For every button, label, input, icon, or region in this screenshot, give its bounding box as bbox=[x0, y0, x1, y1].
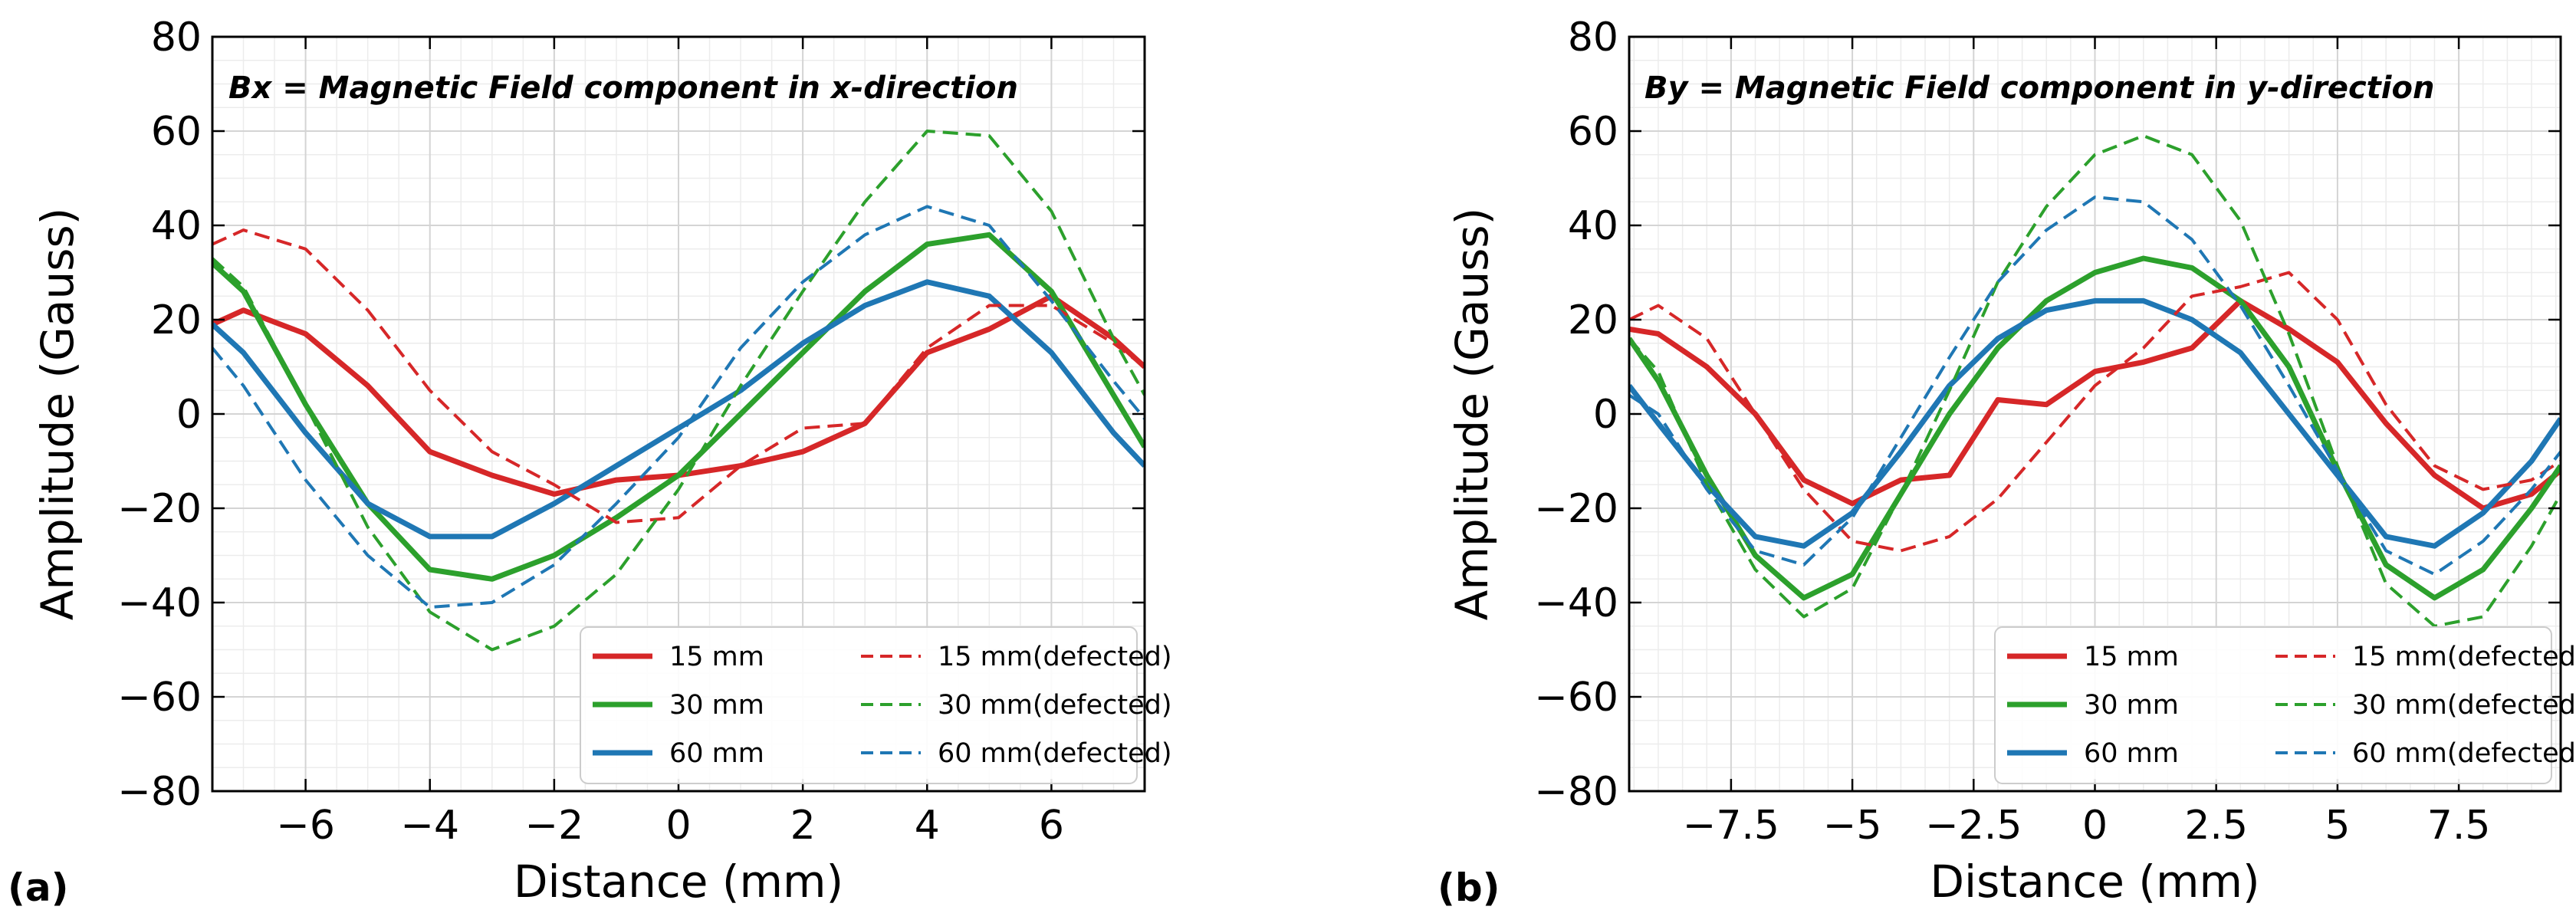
chart-panel-b: −7.5 −5 −2.5 0 2.5 5 7.5 −80 −60 −40 −20 0 20 40 60 80 D… bbox=[1438, 15, 2576, 910]
x-tick-label: −5 bbox=[1823, 803, 1882, 849]
legend-label: 60 mm bbox=[2084, 738, 2179, 769]
legend-label: 15 mm bbox=[2084, 642, 2179, 672]
legend: 15 mm 15 mm(defected) 30 mm 30 mm(defected)… bbox=[580, 626, 1171, 784]
x-tick-label: 2 bbox=[790, 803, 816, 849]
x-tick-label: −2 bbox=[525, 803, 584, 849]
x-tick-label: 4 bbox=[915, 803, 940, 849]
series-line-60-mm bbox=[212, 279, 1145, 540]
y-tick-label: 40 bbox=[1568, 203, 1618, 249]
x-tick-label: 7.5 bbox=[2427, 803, 2491, 849]
y-tick-label: 20 bbox=[151, 297, 202, 343]
x-tick-label: −7.5 bbox=[1683, 803, 1779, 849]
legend-label: 60 mm bbox=[669, 738, 764, 769]
panel-label: (a) bbox=[8, 866, 68, 910]
x-tick-label: 0 bbox=[2082, 803, 2108, 849]
y-tick-label: 20 bbox=[1568, 297, 1618, 343]
y-tick-label: −20 bbox=[1534, 486, 1618, 532]
y-tick-label: 80 bbox=[1568, 15, 1618, 61]
legend-label: 60 mm(defected) bbox=[2352, 738, 2576, 769]
series-line-30-mm bbox=[212, 232, 1145, 582]
x-tick-label: −6 bbox=[276, 803, 335, 849]
legend-label: 30 mm(defected) bbox=[2352, 690, 2576, 721]
legend-label: 15 mm(defected) bbox=[2352, 642, 2576, 672]
chart-annotation: Bx = Magnetic Field component in x-direc… bbox=[228, 71, 1018, 106]
series-group bbox=[1629, 134, 2561, 628]
x-tick-label: −4 bbox=[400, 803, 459, 849]
legend-label: 30 mm bbox=[669, 690, 764, 721]
legend: 15 mm 15 mm(defected) 30 mm 30 mm(defected)… bbox=[1994, 626, 2576, 784]
y-tick-label: −80 bbox=[117, 769, 202, 815]
x-tick-label: 5 bbox=[2325, 803, 2350, 849]
y-tick-label: −80 bbox=[1534, 769, 1618, 815]
series-line-15-mm-defected bbox=[212, 228, 1145, 524]
chart-panel-a: −6 −4 −2 0 2 4 6−80−60−40−20020406080Distance … bbox=[8, 15, 1171, 910]
legend-label: 30 mm bbox=[2084, 690, 2179, 721]
y-tick-label: −40 bbox=[117, 580, 202, 626]
y-tick-label: 60 bbox=[1568, 109, 1618, 155]
y-tick-label: 0 bbox=[176, 392, 202, 438]
y-tick-label: 60 bbox=[151, 109, 202, 155]
y-tick-label: 0 bbox=[1593, 392, 1618, 438]
panel-label: (b) bbox=[1438, 866, 1500, 910]
x-axis-label: Distance (mm) bbox=[1930, 856, 2259, 908]
x-axis-label: Distance (mm) bbox=[514, 856, 843, 908]
series-line-30-mm-defected bbox=[212, 130, 1145, 652]
chart-annotation: By = Magnetic Field component in y-direc… bbox=[1644, 71, 2434, 106]
legend-box bbox=[580, 626, 1138, 784]
x-tick-label: 0 bbox=[665, 803, 691, 849]
legend-label: 15 mm(defected) bbox=[938, 642, 1171, 672]
x-tick-label: 2.5 bbox=[2184, 803, 2248, 849]
y-axis-label: Amplitude (Gauss) bbox=[1446, 208, 1498, 621]
series-line-15-mm-defected bbox=[1629, 271, 2561, 553]
y-tick-label: −40 bbox=[1534, 580, 1618, 626]
y-tick-label: 40 bbox=[151, 203, 202, 249]
ticks bbox=[212, 35, 1145, 793]
y-tick-label: −60 bbox=[117, 675, 202, 721]
y-tick-label: −60 bbox=[1534, 675, 1618, 721]
x-tick-label: 6 bbox=[1039, 803, 1064, 849]
legend-label: 60 mm(defected) bbox=[938, 738, 1171, 769]
x-tick-label: −2.5 bbox=[1925, 803, 2022, 849]
series-group bbox=[212, 130, 1145, 652]
legend-box bbox=[1994, 626, 2552, 784]
y-axis-label: Amplitude (Gauss) bbox=[31, 208, 84, 621]
ticks bbox=[1629, 35, 2561, 793]
legend-label: 15 mm bbox=[669, 642, 764, 672]
series-line-60-mm-defected bbox=[212, 205, 1145, 609]
series-line-15-mm bbox=[1629, 297, 2561, 511]
series-line-30-mm bbox=[1629, 255, 2561, 601]
series-line-60-mm bbox=[1629, 297, 2561, 549]
series-line-30-mm-defected bbox=[1629, 134, 2561, 628]
y-tick-label: −20 bbox=[117, 486, 202, 532]
legend-label: 30 mm(defected) bbox=[938, 690, 1171, 721]
series-line-60-mm-defected bbox=[1629, 195, 2561, 576]
y-tick-label: 80 bbox=[151, 15, 202, 61]
